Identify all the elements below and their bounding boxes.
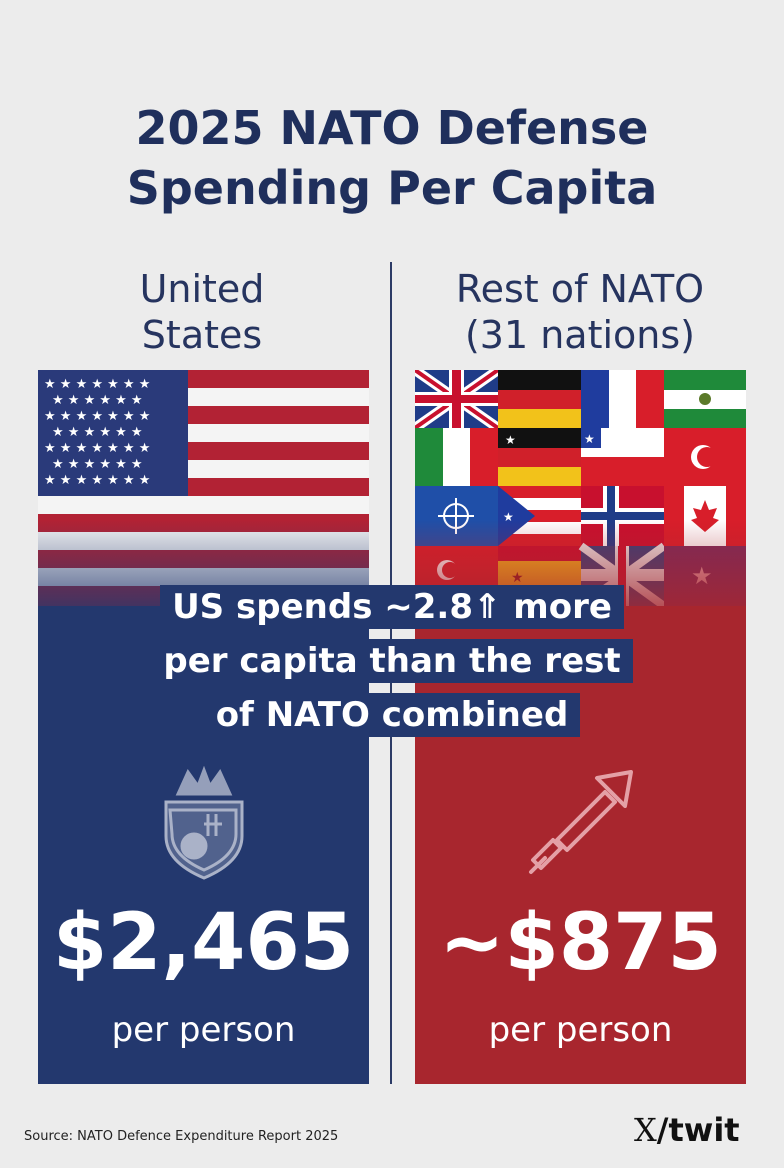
svg-text:★: ★: [584, 432, 595, 446]
source-note: Source: NATO Defence Expenditure Report …: [24, 1129, 339, 1144]
rest-heading-line-2: (31 nations): [464, 313, 696, 357]
title-line-2: Spending Per Capita: [126, 161, 658, 215]
page-title: 2025 NATO Defense Spending Per Capita: [0, 98, 784, 218]
comparison-callout: US spends ~2.8⇑ more per capita than the…: [112, 580, 672, 742]
svg-text:★ ★ ★ ★ ★ ★ ★: ★ ★ ★ ★ ★ ★ ★: [44, 473, 150, 488]
flag-uk: [415, 370, 501, 433]
flag-italy: [415, 428, 498, 486]
rest-unit: per person: [488, 1010, 673, 1050]
svg-text:★: ★: [505, 433, 516, 447]
svg-text:★ ★ ★ ★ ★ ★ ★: ★ ★ ★ ★ ★ ★ ★: [44, 441, 150, 456]
svg-text:★ ★ ★ ★ ★ ★ ★: ★ ★ ★ ★ ★ ★ ★: [44, 409, 150, 424]
svg-text:★ ★ ★ ★ ★ ★ ★: ★ ★ ★ ★ ★ ★ ★: [44, 377, 150, 392]
flag-black-red-gold: ★: [498, 428, 581, 486]
title-line-1: 2025 NATO Defense: [135, 101, 649, 155]
us-unit: per person: [111, 1010, 296, 1050]
callout-line-2: per capita than the rest: [151, 639, 633, 683]
callout-line-3: of NATO combined: [203, 693, 581, 737]
us-heading-line-2: States: [141, 313, 263, 357]
rest-heading: Rest of NATO (31 nations): [410, 266, 750, 358]
callout-line-1: US spends ~2.8⇑ more: [160, 585, 624, 629]
brand-logo: X/twit: [634, 1110, 740, 1150]
us-heading: United States: [60, 266, 344, 358]
us-value: $2,465: [53, 898, 354, 988]
brand-text: /twit: [656, 1111, 740, 1149]
shield-crest-icon: [164, 766, 244, 880]
rest-value: ~$875: [439, 898, 722, 988]
flag-turkey: [664, 428, 746, 486]
rest-heading-line-1: Rest of NATO: [455, 267, 705, 311]
rising-arrow-icon: [529, 770, 633, 874]
svg-text:★ ★ ★ ★ ★ ★: ★ ★ ★ ★ ★ ★: [52, 457, 143, 472]
flag-green-white: [664, 370, 746, 428]
us-panel: ★ ★ ★ ★ ★ ★ ★ ★ ★ ★ ★ ★ ★ ★ ★ ★ ★ ★ ★ ★ …: [38, 370, 369, 1084]
flag-france: [581, 370, 664, 428]
svg-text:★ ★ ★ ★ ★ ★: ★ ★ ★ ★ ★ ★: [52, 393, 143, 408]
svg-text:★ ★ ★ ★ ★ ★: ★ ★ ★ ★ ★ ★: [52, 425, 143, 440]
flag-poland: ★: [581, 428, 664, 486]
x-logo-icon: X: [634, 1111, 657, 1149]
svg-text:★: ★: [503, 510, 514, 524]
flag-germany: [498, 370, 581, 428]
us-heading-line-1: United: [139, 267, 265, 311]
